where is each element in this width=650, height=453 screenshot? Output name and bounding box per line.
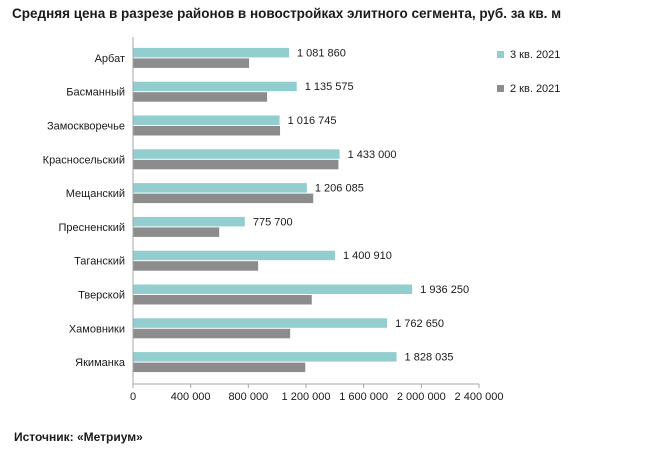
- x-tick-label: 0: [130, 391, 136, 403]
- category-label: Красносельский: [43, 154, 125, 166]
- bar-q3-2021: [133, 183, 307, 193]
- data-label: 1 135 575: [305, 81, 354, 93]
- x-tick-label: 400 000: [171, 391, 211, 403]
- data-label: 1 828 035: [405, 352, 454, 364]
- bar-q3-2021: [133, 81, 297, 92]
- legend-label: 3 кв. 2021: [510, 49, 560, 61]
- bar-q2-2021: [133, 261, 259, 271]
- bar-q3-2021: [133, 352, 397, 362]
- data-label: 1 762 650: [395, 318, 444, 330]
- chart-title: Средняя цена в разрезе районов в новостр…: [12, 6, 562, 21]
- bar-q2-2021: [133, 126, 281, 136]
- legend-swatch: [497, 85, 504, 92]
- bar-q2-2021: [133, 362, 306, 373]
- data-label: 1 081 860: [297, 47, 346, 59]
- source-note: Источник: «Метриум»: [14, 430, 143, 444]
- bar-q2-2021: [133, 193, 314, 204]
- bar-q2-2021: [133, 58, 250, 68]
- category-label: Хамовники: [69, 323, 125, 335]
- bar-q2-2021: [133, 227, 220, 237]
- data-label: 1 016 745: [288, 115, 337, 127]
- x-tick-label: 1 600 000: [339, 391, 388, 403]
- bar-q3-2021: [133, 115, 280, 125]
- category-label: Басманный: [66, 87, 125, 99]
- bar-q2-2021: [133, 92, 268, 102]
- category-label: Тверской: [78, 290, 125, 302]
- bar-q2-2021: [133, 295, 312, 305]
- category-label: Мещанский: [66, 188, 125, 200]
- category-label: Арбат: [95, 53, 125, 65]
- data-label: 1 400 910: [343, 250, 392, 262]
- legend: 3 кв. 2021 2 кв. 2021: [497, 49, 560, 95]
- legend-swatch: [497, 51, 504, 58]
- x-tick-label: 800 000: [228, 391, 268, 403]
- data-label: 1 433 000: [348, 149, 397, 161]
- x-axis: 0 400 000 800 000 1 200 000 1 600 000 2 000 0…: [130, 37, 504, 403]
- bar-q2-2021: [133, 159, 339, 170]
- category-label: Якиманка: [75, 357, 126, 369]
- category-label: Замоскворечье: [47, 121, 125, 133]
- data-label: 775 700: [253, 216, 293, 228]
- bar-q3-2021: [133, 318, 388, 328]
- bar-q3-2021: [133, 47, 289, 58]
- bar-q3-2021: [133, 250, 335, 261]
- x-tick-label: 2 400 000: [455, 391, 504, 403]
- category-label: Таганский: [74, 256, 125, 268]
- bar-q3-2021: [133, 284, 413, 294]
- bar-q3-2021: [133, 149, 340, 159]
- bar-q2-2021: [133, 328, 291, 339]
- plot-area: Арбат 1 081 860 Басманный 1 135 575 Замоскво…: [43, 47, 469, 373]
- legend-label: 2 кв. 2021: [510, 83, 560, 95]
- bar-q3-2021: [133, 216, 245, 227]
- data-label: 1 206 085: [315, 183, 364, 195]
- x-tick-label: 2 000 000: [397, 391, 446, 403]
- category-label: Пресненский: [58, 222, 125, 234]
- data-label: 1 936 250: [420, 284, 469, 296]
- x-tick-label: 1 200 000: [282, 391, 331, 403]
